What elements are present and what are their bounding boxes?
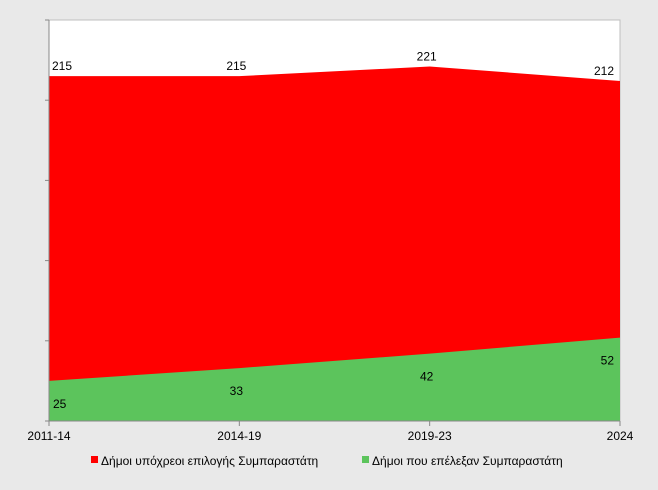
data-label-top: 215 [52,59,72,73]
x-tick-label: 2014-19 [217,429,261,443]
data-label-bottom: 33 [230,384,244,398]
x-tick-label: 2019-23 [408,429,452,443]
area-series-2 [49,337,620,421]
data-label-bottom: 42 [420,370,434,384]
data-label-top: 215 [226,59,246,73]
data-label-bottom: 52 [601,354,615,368]
area-series-1 [49,66,620,422]
data-label-bottom: 25 [53,397,67,411]
data-label-layer: 215 215 221 212 25 33 42 52 [52,50,614,411]
x-tick-label: 2024 [607,429,634,443]
legend: Δήμοι υπόχρεοι επιλογής Συμπαραστάτη Δήμο… [91,454,563,468]
axis-layer: 2011-14 2014-19 2019-23 2024 [27,19,634,443]
legend-label-2: Δήμοι που επέλεξαν Συμπαραστάτη [372,454,563,468]
legend-swatch-1 [91,456,98,463]
data-label-top: 221 [417,50,437,64]
x-tick-label: 2011-14 [27,429,70,443]
data-label-top: 212 [594,64,614,78]
legend-swatch-2 [362,456,369,463]
legend-label-1: Δήμοι υπόχρεοι επιλογής Συμπαραστάτη [101,454,318,468]
series-layer [49,66,620,422]
